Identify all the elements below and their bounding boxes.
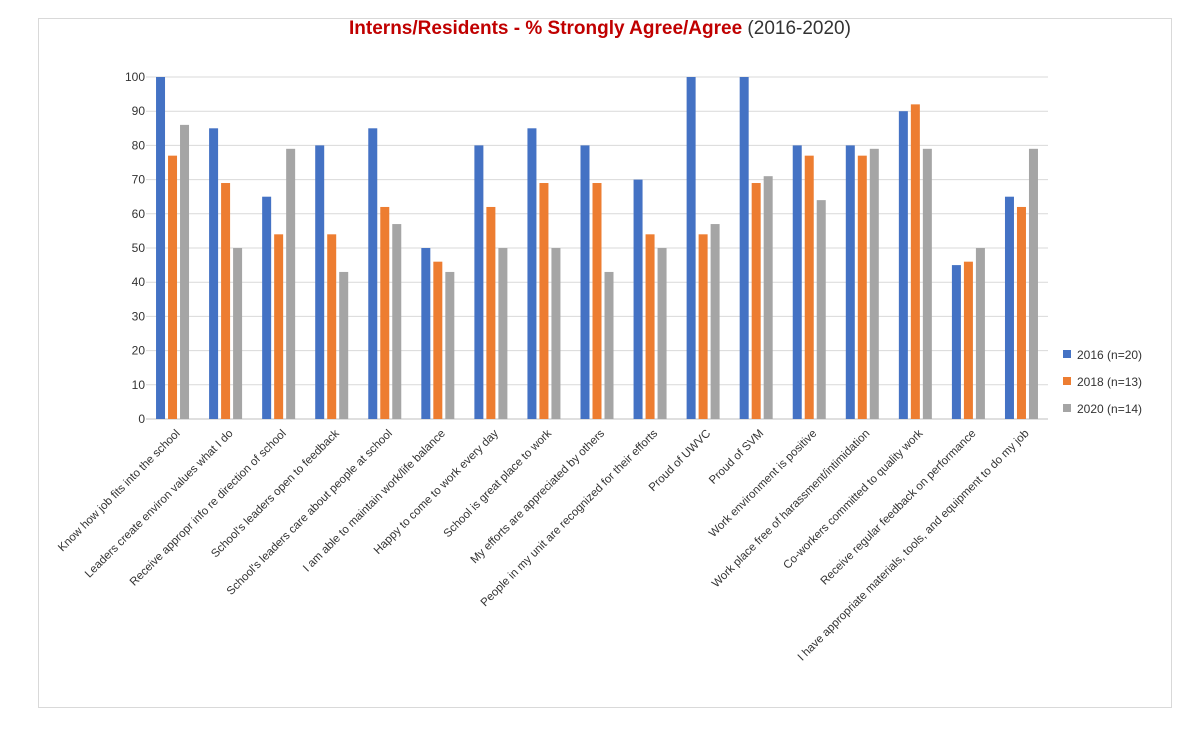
bar: [845, 145, 855, 419]
y-tick-label: 10: [132, 378, 146, 392]
y-tick-label: 0: [138, 412, 145, 426]
legend-label: 2020 (n=14): [1077, 402, 1142, 416]
y-tick-label: 50: [132, 241, 146, 255]
bar: [698, 234, 708, 419]
y-tick-label: 30: [132, 309, 146, 323]
bar: [763, 176, 773, 419]
bar: [686, 77, 696, 419]
bar: [869, 148, 879, 419]
bar: [527, 128, 537, 420]
bar: [898, 111, 908, 419]
bar: [286, 148, 296, 419]
bar: [221, 183, 231, 419]
chart-title-subtitle: (2016-2020): [747, 18, 851, 39]
bar: [710, 224, 720, 419]
bar: [180, 124, 190, 419]
y-tick-label: 60: [132, 207, 146, 221]
bar: [633, 179, 643, 419]
bar: [233, 248, 243, 419]
bar: [339, 271, 349, 419]
bar: [551, 248, 561, 419]
bar: [274, 234, 284, 419]
bar: [327, 234, 337, 419]
bar: [739, 77, 749, 419]
y-tick-label: 20: [132, 344, 146, 358]
x-tick-label: People in my unit are recognized for the…: [479, 427, 661, 609]
bar: [156, 77, 166, 419]
x-tick-label: Work environment is positive: [707, 428, 819, 540]
bar: [910, 104, 920, 420]
bar: [421, 248, 431, 419]
y-tick-label: 100: [125, 70, 145, 84]
bar: [539, 183, 549, 419]
bar: [951, 265, 961, 419]
bar: [315, 145, 325, 419]
bar: [751, 183, 761, 419]
chart-title-main: Interns/Residents - % Strongly Agree/Agr…: [349, 18, 743, 39]
bar: [392, 224, 402, 419]
legend-label: 2016 (n=20): [1077, 348, 1142, 362]
bar: [1004, 196, 1014, 419]
bar: [368, 128, 378, 420]
y-tick-label: 80: [132, 138, 146, 152]
bar: [975, 248, 985, 419]
y-tick-label: 40: [132, 275, 146, 289]
bar: [816, 200, 826, 419]
bar: [604, 271, 614, 419]
bar: [1028, 148, 1038, 419]
bar: [592, 183, 602, 419]
bar: [963, 261, 973, 419]
bar: [804, 155, 814, 419]
bar: [168, 155, 178, 419]
legend-label: 2018 (n=13): [1077, 375, 1142, 389]
legend-swatch: [1063, 404, 1071, 412]
bar: [645, 234, 655, 419]
bar: [486, 206, 496, 419]
y-tick-label: 90: [132, 104, 146, 118]
bar: [498, 248, 508, 419]
bar: [262, 196, 272, 419]
bar: [474, 145, 484, 419]
bar: [433, 261, 443, 419]
bar: [792, 145, 802, 419]
chart-title: Interns/Residents - % Strongly Agree/Agr…: [0, 18, 1200, 40]
bar: [857, 155, 867, 419]
bar: [1016, 206, 1026, 419]
bar: [380, 206, 390, 419]
legend-swatch: [1063, 377, 1071, 385]
bar: [580, 145, 590, 419]
y-tick-label: 70: [132, 173, 146, 187]
bar: [657, 248, 667, 419]
x-tick-label: School is great place to work: [442, 427, 555, 540]
x-tick-label: Proud of SVM: [707, 428, 766, 487]
legend-swatch: [1063, 350, 1071, 358]
bar: [445, 271, 455, 419]
bar: [209, 128, 219, 420]
bar: [922, 148, 932, 419]
